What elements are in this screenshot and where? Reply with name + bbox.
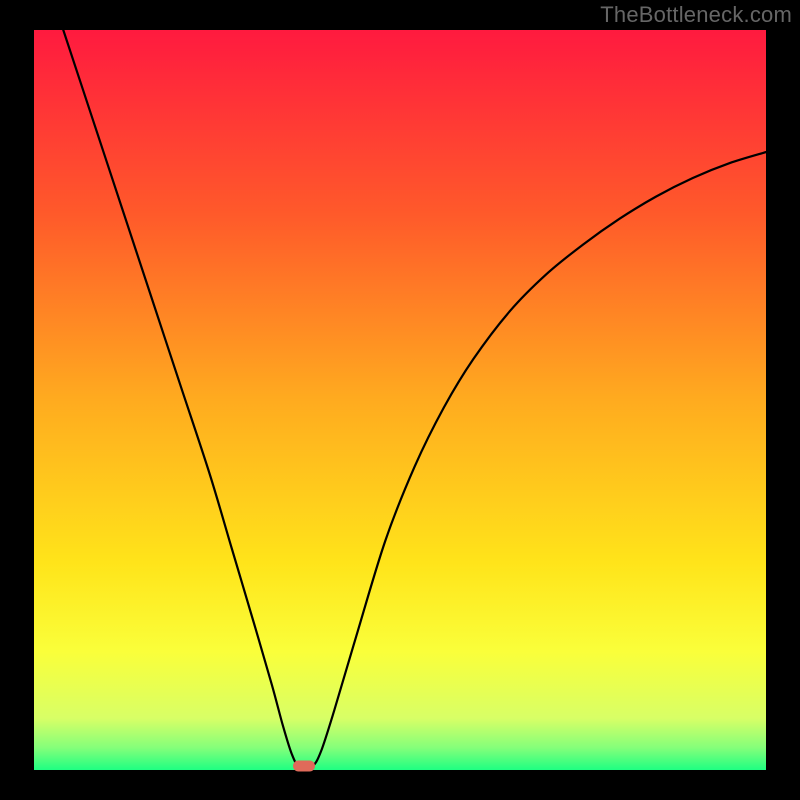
optimal-point-marker [293,760,315,771]
watermark-text: TheBottleneck.com [600,2,792,28]
plot-area [34,30,766,770]
chart-container: TheBottleneck.com [0,0,800,800]
